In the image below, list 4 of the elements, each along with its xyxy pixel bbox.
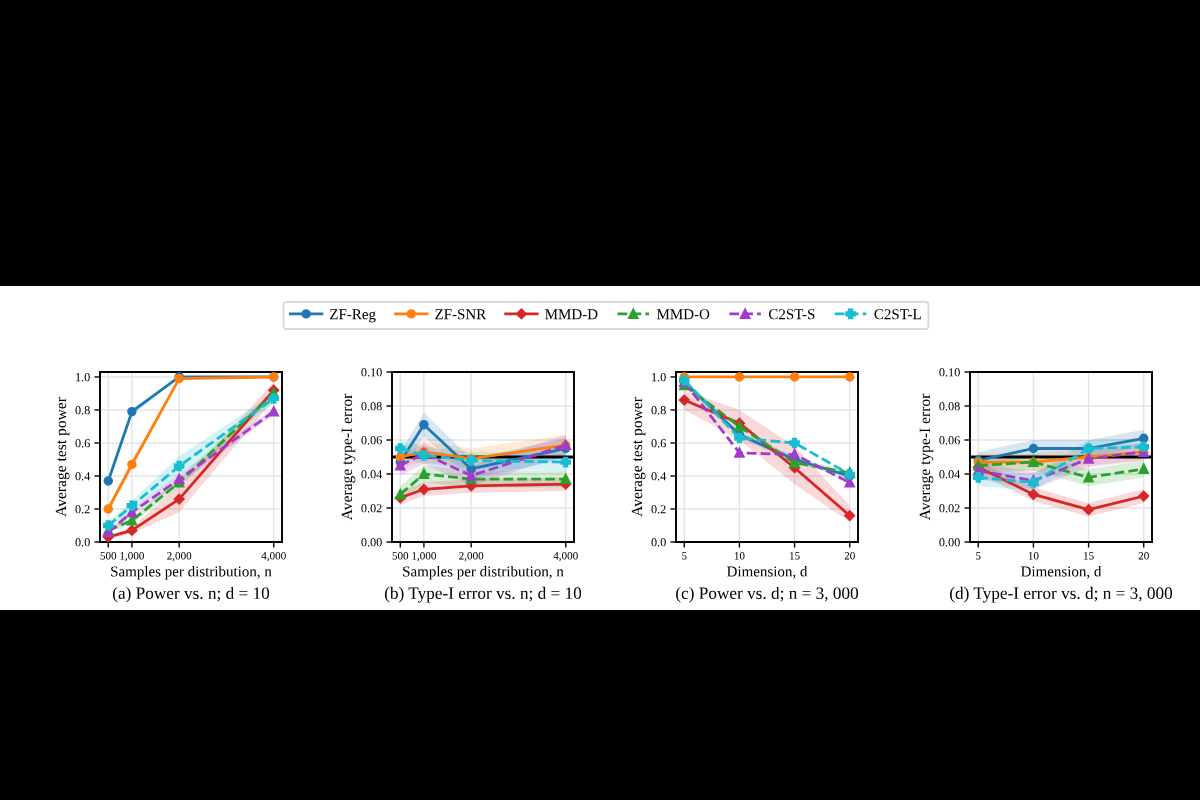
text: (b) Type-I error vs. n; d = 10 — [384, 586, 582, 603]
text: (c) Power vs. d; n = 3, 000 — [676, 586, 859, 603]
text: (d) Type-I error vs. d; n = 3, 000 — [950, 586, 1173, 603]
text: (a) Power vs. n; d = 10 — [113, 586, 270, 603]
